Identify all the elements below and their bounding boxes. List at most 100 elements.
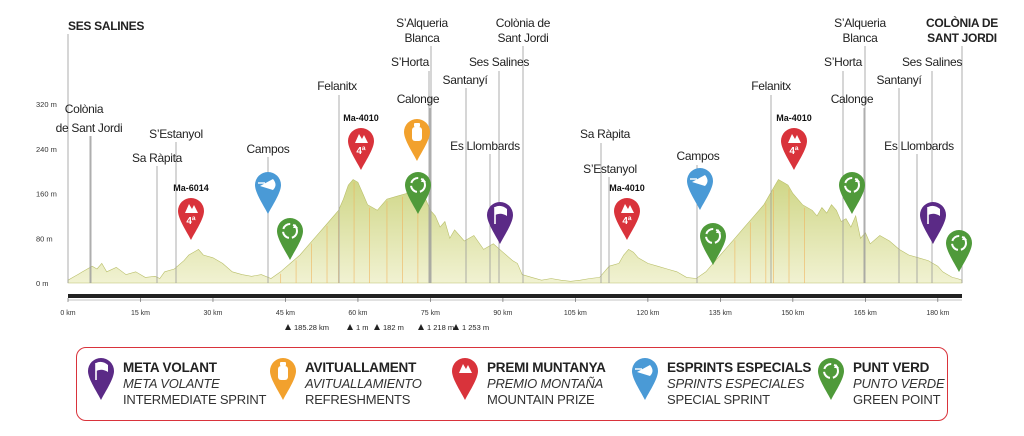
- mountain-pin-shape: [452, 358, 478, 400]
- stat-value: 182 m: [383, 323, 404, 332]
- location-label: Campos: [247, 142, 290, 156]
- y-tick-label: 320 m: [36, 100, 57, 109]
- location-label: Colònia: [65, 102, 104, 116]
- x-tick-label: 30 km: [203, 310, 222, 317]
- y-tick-label: 80 m: [36, 234, 53, 243]
- stat-mountain-icon: [374, 324, 380, 330]
- mountain-pin-shape: [781, 128, 807, 170]
- climb-category-label: 4ª: [356, 146, 366, 157]
- location-label: Campos: [677, 149, 720, 163]
- location-label: Blanca: [843, 31, 879, 45]
- stat-mountain-icon: [285, 324, 291, 330]
- refreshment-legend-pin-svg: [270, 358, 296, 400]
- sprint-glyph: [260, 179, 276, 190]
- location-label: Felanitx: [317, 79, 357, 93]
- location-label: Sa Ràpita: [580, 127, 631, 141]
- recycle-glyph: [705, 228, 721, 244]
- location-label: de Sant Jordi: [56, 121, 123, 135]
- sprint-legend-pin-svg: [632, 358, 658, 400]
- intermediate-marker-icon: [920, 202, 946, 244]
- sprint-marker-icon: [632, 358, 658, 400]
- mountain-pin-shape: [348, 128, 374, 170]
- mountain-peak-glyph: [621, 204, 634, 213]
- mountain-peak-glyph: [185, 204, 198, 213]
- location-label: Es Llombards: [884, 139, 954, 153]
- mountain-peak-glyph: [788, 134, 801, 143]
- location-label: S’Estanyol: [149, 127, 203, 141]
- recycle-arrow: [293, 224, 298, 228]
- stat-value: 1 m: [356, 323, 369, 332]
- elevation-area: [67, 179, 963, 284]
- recycle-arrow: [962, 236, 967, 240]
- sprint-glyph: [637, 365, 653, 376]
- legend-intermediate-label-es: META VOLANTE: [123, 376, 220, 391]
- climb-category-label: 4ª: [186, 216, 196, 227]
- legend-mountain-label: PREMI MUNTANYA: [487, 360, 606, 375]
- x-tick-label: 180 km: [926, 310, 949, 317]
- mountain-marker-icon: 4ª: [781, 128, 807, 170]
- location-label: Santanyí: [443, 73, 489, 87]
- stat-value: 1 218 m: [427, 323, 454, 332]
- sprint-pin-shape: [255, 172, 281, 214]
- location-label: S’Horta: [824, 55, 863, 69]
- x-tick-label: 150 km: [781, 310, 804, 317]
- stat-mountain-icon: [347, 324, 353, 330]
- x-tick-label: 120 km: [636, 310, 659, 317]
- recycle-glyph: [823, 363, 839, 379]
- mountain-peak-glyph: [355, 134, 368, 143]
- legend-box: META VOLANT META VOLANTE INTERMEDIATE SP…: [76, 347, 948, 421]
- location-label: Ses Salines: [902, 55, 962, 69]
- legend-refreshment-label-es: AVITUALLAMIENTO: [305, 376, 422, 391]
- location-label: Sant Jordi: [497, 31, 548, 45]
- sprint-pin-shape: [687, 168, 713, 210]
- sprint-pin-shape: [632, 358, 658, 400]
- climb-category-label: 4ª: [789, 146, 799, 157]
- climb-road-label: Ma-6014: [173, 183, 209, 193]
- location-label: Calonge: [831, 92, 874, 106]
- x-tick-label: 105 km: [564, 310, 587, 317]
- location-label: Colònia de: [496, 16, 551, 30]
- location-label: Ses Salines: [469, 55, 529, 69]
- location-label: S’Horta: [391, 55, 430, 69]
- legend-green-label: PUNT VERD: [853, 360, 930, 375]
- legend-refreshment-label-en: REFRESHMENTS: [305, 392, 411, 407]
- climb-road-label: Ma-4010: [776, 113, 812, 123]
- refreshment-marker-icon: [270, 358, 296, 400]
- green-marker-icon: [946, 230, 972, 272]
- sprint-marker-icon: [255, 172, 281, 214]
- green-marker-icon: [818, 358, 844, 400]
- flag-glyph: [96, 361, 108, 372]
- location-label: SES SALINES: [68, 19, 144, 33]
- stat-value: 185.28 km: [294, 323, 329, 332]
- legend-intermediate-label: META VOLANT: [123, 360, 217, 375]
- recycle-arrow: [834, 364, 839, 368]
- x-tick-label: 135 km: [709, 310, 732, 317]
- location-label: Blanca: [405, 31, 441, 45]
- intermediate-marker-icon: [487, 202, 513, 244]
- bottle-cap: [414, 123, 420, 127]
- stat-value: 1 253 m: [462, 323, 489, 332]
- legend-mountain-label-en: MOUNTAIN PRIZE: [487, 392, 595, 407]
- sprint-marker-icon: [687, 168, 713, 210]
- recycle-glyph: [282, 223, 298, 239]
- green-marker-icon: [405, 172, 431, 214]
- mountain-pin-shape: [178, 198, 204, 240]
- location-label: Calonge: [397, 92, 440, 106]
- location-label: COLÒNIA DE: [926, 15, 998, 30]
- legend-green-label-es: PUNTO VERDE: [853, 376, 945, 391]
- recycle-arrow: [421, 178, 426, 182]
- green-marker-icon: [839, 172, 865, 214]
- sprint-glyph: [692, 175, 708, 186]
- x-tick-label: 90 km: [493, 310, 512, 317]
- location-label: Santanyí: [877, 73, 923, 87]
- x-tick-label: 165 km: [854, 310, 877, 317]
- location-label: Es Llombards: [450, 139, 520, 153]
- location-label: S’Alqueria: [396, 16, 448, 30]
- distance-axis-bar: [68, 294, 962, 298]
- x-tick-label: 15 km: [131, 310, 150, 317]
- y-tick-label: 160 m: [36, 190, 57, 199]
- legend-intermediate-label-en: INTERMEDIATE SPRINT: [123, 392, 267, 407]
- legend-sprint-label: ESPRINTS ESPECIALS: [667, 360, 812, 375]
- stat-mountain-icon: [453, 324, 459, 330]
- climb-road-label: Ma-4010: [343, 113, 379, 123]
